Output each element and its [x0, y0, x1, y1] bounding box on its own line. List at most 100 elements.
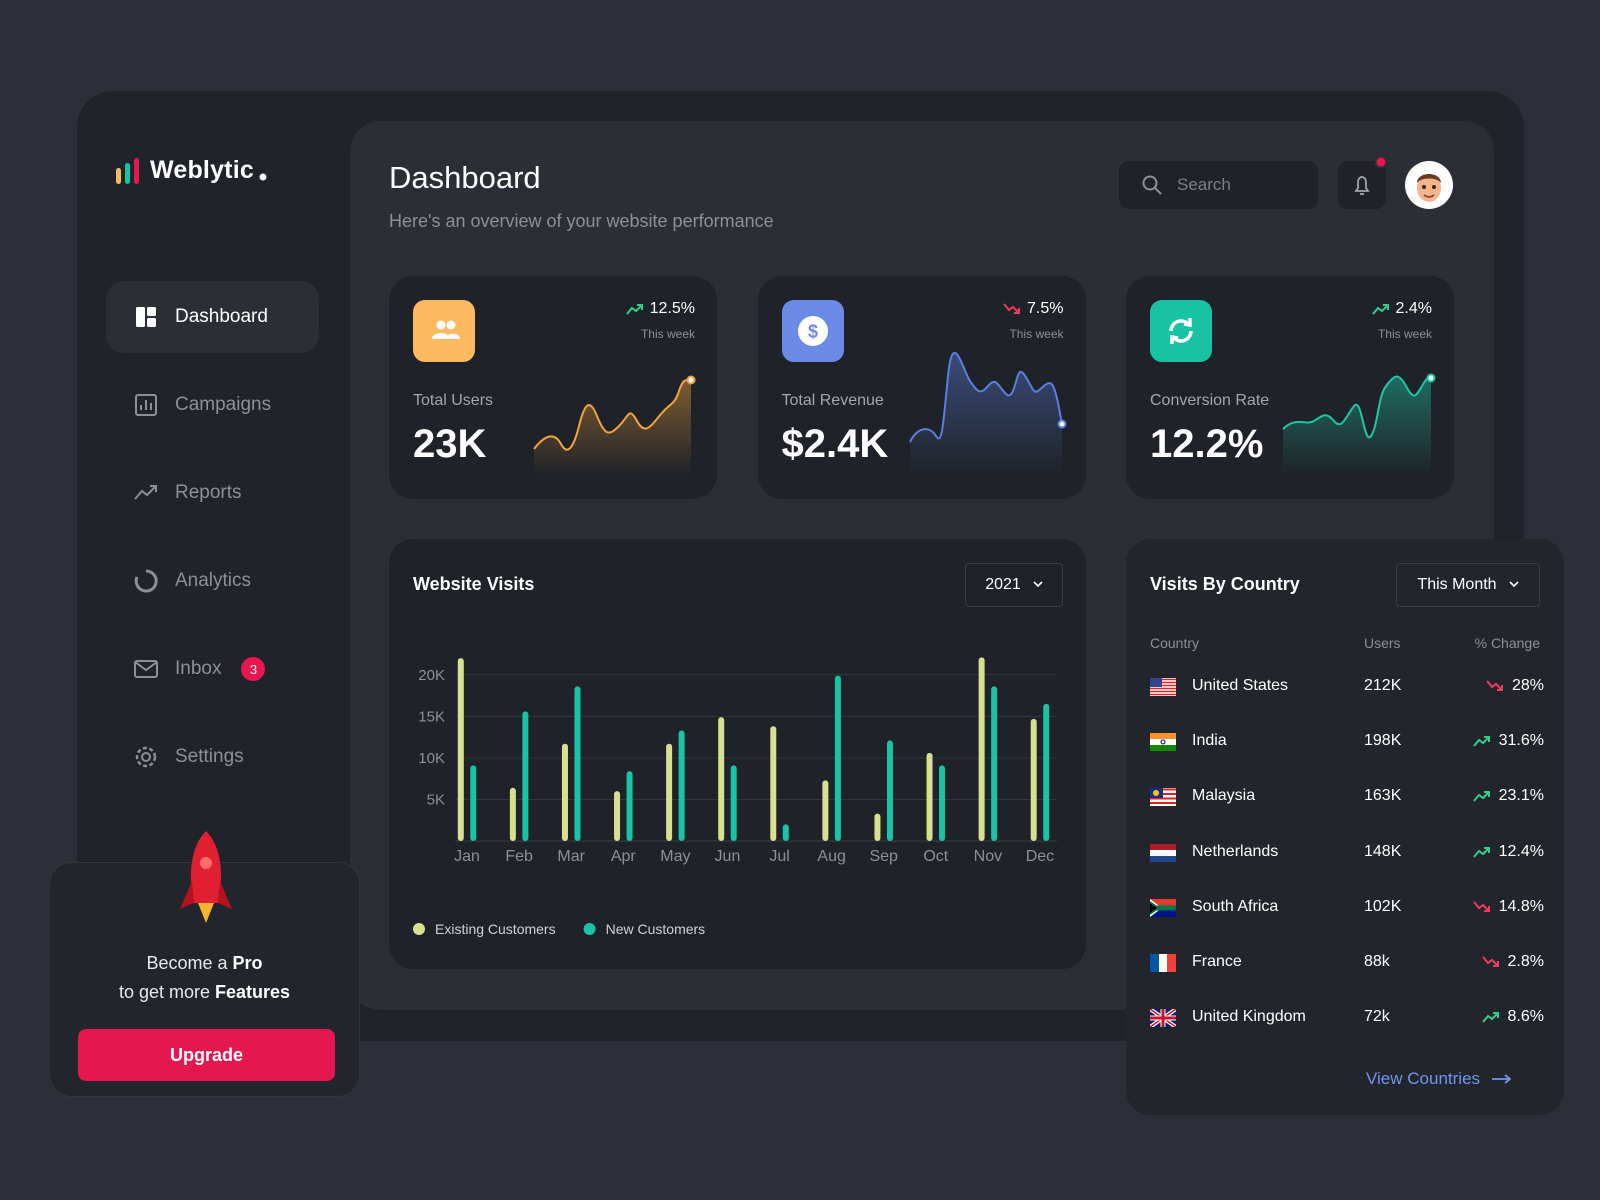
x-tick-label: May	[660, 848, 690, 865]
bar	[561, 743, 568, 841]
country-change: 12.4%	[1472, 842, 1544, 861]
bar	[718, 717, 725, 841]
column-header: Users	[1364, 635, 1401, 651]
country-users: 212K	[1364, 677, 1402, 694]
country-change: 23.1%	[1472, 787, 1544, 805]
icon-part	[1170, 334, 1179, 344]
bar	[770, 726, 777, 841]
spark-area	[1283, 376, 1431, 476]
stat-card: $7.5% This week Total Revenue $2.4K	[757, 276, 1086, 499]
change-value: 31.6%	[1498, 732, 1544, 750]
icon-part	[1483, 846, 1490, 853]
country-change: 28%	[1486, 677, 1544, 695]
hair	[1417, 174, 1441, 183]
column-header: % Change	[1474, 635, 1540, 651]
bar	[1030, 718, 1037, 841]
icon-part	[136, 307, 145, 327]
change-value: 14.8%	[1498, 897, 1544, 915]
icon-part	[1150, 849, 1176, 856]
country-name: Malaysia	[1192, 787, 1256, 805]
spark-dot	[1057, 419, 1066, 429]
icon-part	[1483, 905, 1490, 912]
icon-part	[1033, 581, 1043, 588]
search-box[interactable]: Search	[1119, 161, 1318, 209]
icon-part	[1160, 739, 1166, 745]
icon-part	[1508, 581, 1519, 588]
x-tick-label: Jul	[769, 848, 789, 865]
user-avatar[interactable]	[1405, 161, 1453, 209]
icon-part	[1183, 318, 1192, 328]
nav-label: Reports	[175, 482, 242, 503]
icon-part	[1483, 791, 1490, 798]
change-value: 2.8%	[1507, 953, 1544, 970]
icon-part	[1472, 901, 1490, 912]
icon-part	[1492, 1012, 1499, 1019]
view-countries-link[interactable]: View Countries	[1366, 1069, 1512, 1089]
countries-card: Visits By Country This Month Country Use…	[1126, 539, 1564, 1115]
promo-card: Become a Pro to get more Features Upgrade	[49, 831, 360, 1097]
flag	[1150, 733, 1176, 752]
trend-icon	[1472, 901, 1490, 912]
icon-part	[1167, 954, 1176, 972]
country-row: Malaysia 163K 23.1%	[1126, 785, 1564, 809]
bar	[457, 658, 464, 841]
y-tick-label: 20K	[418, 667, 445, 684]
bar	[522, 711, 529, 841]
stat-period: This week	[640, 327, 695, 341]
nav-item[interactable]: Campaigns	[106, 369, 319, 441]
icon-part	[1003, 303, 1020, 314]
trend-icon	[1481, 956, 1499, 967]
brand-name: Weblytic	[150, 156, 254, 184]
change-value: 12.4%	[1498, 842, 1544, 860]
nav-item[interactable]: Reports	[106, 457, 319, 529]
country-users: 198K	[1364, 732, 1402, 750]
icon-part	[134, 660, 158, 678]
nav-item[interactable]: Settings	[106, 721, 319, 793]
y-tick-label: 5K	[427, 791, 445, 808]
search-placeholder: Search	[1177, 175, 1231, 194]
year-dropdown[interactable]: 2021	[965, 563, 1063, 607]
nav-label: Dashboard	[175, 306, 268, 327]
bar	[782, 824, 789, 841]
legend-swatch	[583, 923, 596, 935]
nav-label: Inbox	[175, 658, 222, 679]
upgrade-button[interactable]: Upgrade	[78, 1029, 335, 1081]
icon-part	[1354, 176, 1370, 192]
nav-item[interactable]: Dashboard	[106, 281, 319, 353]
icon-part	[134, 569, 158, 593]
flag	[1150, 678, 1176, 696]
nav-item[interactable]: Inbox 3	[106, 633, 319, 705]
y-tick-label: 15K	[418, 708, 445, 725]
bar	[626, 771, 633, 841]
brand-dot	[259, 173, 267, 181]
icon-part	[147, 318, 156, 327]
stat-value: 23K	[413, 422, 487, 466]
logo-bar	[116, 168, 121, 184]
country-users: 102K	[1364, 897, 1402, 915]
icon-part	[1150, 739, 1176, 746]
country-name: United Kingdom	[1192, 1008, 1306, 1026]
promo-strong: Features	[215, 982, 291, 1002]
nav-label: Analytics	[175, 570, 252, 591]
change-value: 8.6%	[1507, 1008, 1544, 1026]
icon-part	[1154, 187, 1162, 195]
change-value: 23.1%	[1498, 787, 1544, 805]
rocket-window	[200, 857, 212, 869]
dot	[1374, 155, 1388, 169]
trend-icon	[1003, 303, 1021, 314]
bar	[834, 675, 841, 841]
country-name: Netherlands	[1192, 842, 1279, 860]
icon-part	[141, 752, 151, 762]
icon-part	[1159, 954, 1167, 972]
bar	[886, 740, 893, 841]
x-tick-label: Sep	[869, 848, 898, 865]
period-dropdown[interactable]: This Month	[1396, 563, 1540, 607]
nav-item[interactable]: Analytics	[106, 545, 319, 617]
country-name: South Africa	[1192, 897, 1279, 915]
icon-part	[1492, 1074, 1512, 1084]
icon-part	[1496, 685, 1503, 691]
trend-icon	[1472, 736, 1490, 747]
notification-button[interactable]	[1338, 161, 1386, 209]
legend-swatch	[413, 923, 425, 935]
bar	[730, 765, 737, 841]
